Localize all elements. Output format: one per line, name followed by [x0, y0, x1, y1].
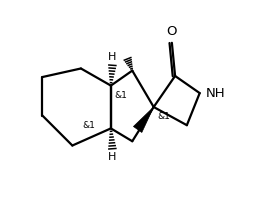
Text: NH: NH: [206, 87, 226, 100]
Text: &1: &1: [114, 91, 127, 100]
Text: H: H: [108, 52, 116, 62]
Polygon shape: [133, 107, 154, 132]
Text: &1: &1: [82, 121, 95, 130]
Text: O: O: [167, 25, 177, 37]
Text: H: H: [108, 152, 116, 162]
Text: &1: &1: [157, 112, 170, 121]
